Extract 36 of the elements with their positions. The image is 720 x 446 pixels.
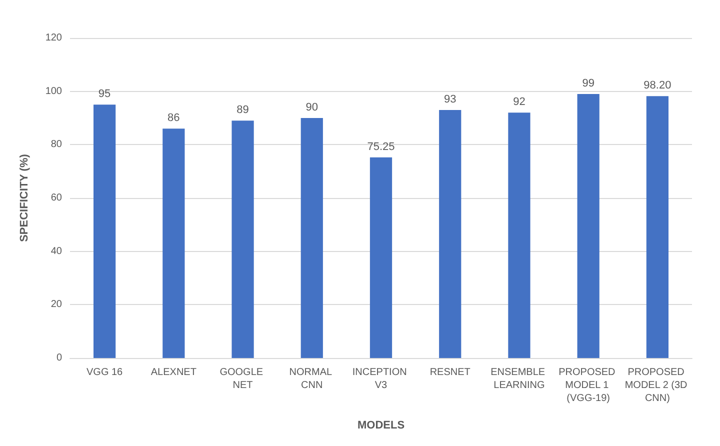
bar xyxy=(162,128,185,358)
y-tick-label: 0 xyxy=(56,352,62,364)
x-axis-title: MODELS xyxy=(357,420,405,432)
data-label: 99 xyxy=(582,78,594,90)
y-tick-label: 60 xyxy=(50,192,62,204)
x-tick-label: PROPOSED MODEL 2 (3D CNN) xyxy=(624,367,690,404)
y-tick-label: 20 xyxy=(50,299,62,310)
data-label: 75.25 xyxy=(367,140,395,153)
data-label: 93 xyxy=(444,94,456,106)
bar xyxy=(577,94,600,358)
data-label: 90 xyxy=(306,102,318,114)
x-tick-label: NORMAL CNN xyxy=(289,367,334,391)
bar xyxy=(646,96,668,358)
data-label: 95 xyxy=(98,88,111,100)
y-tick-label: 100 xyxy=(45,86,62,97)
bar xyxy=(300,118,323,358)
bar xyxy=(370,157,392,358)
x-tick-label: ENSEMBLE LEARNING xyxy=(490,367,548,391)
data-label: 89 xyxy=(236,104,249,116)
x-tick-label: RESNET xyxy=(430,367,470,378)
y-tick-label: 80 xyxy=(50,139,62,150)
bar xyxy=(508,112,530,358)
data-label: 98.20 xyxy=(644,80,672,92)
x-tick-label: INCEPTION V3 xyxy=(352,367,410,391)
y-tick-label: 120 xyxy=(45,32,62,44)
x-tick-label: ALEXNET xyxy=(150,367,196,378)
bar xyxy=(94,104,116,358)
data-label: 86 xyxy=(168,112,180,124)
bar xyxy=(439,110,462,358)
x-tick-label: VGG 16 xyxy=(86,367,124,378)
data-label: 92 xyxy=(513,96,526,108)
y-axis-title: SPECIFICITY (%) xyxy=(18,154,30,242)
x-tick-label: GOOGLE NET xyxy=(220,367,266,391)
x-tick-label: PROPOSED MODEL 1 (VGG-19) xyxy=(558,367,618,404)
y-tick-label: 40 xyxy=(50,246,62,257)
bar xyxy=(232,120,254,358)
